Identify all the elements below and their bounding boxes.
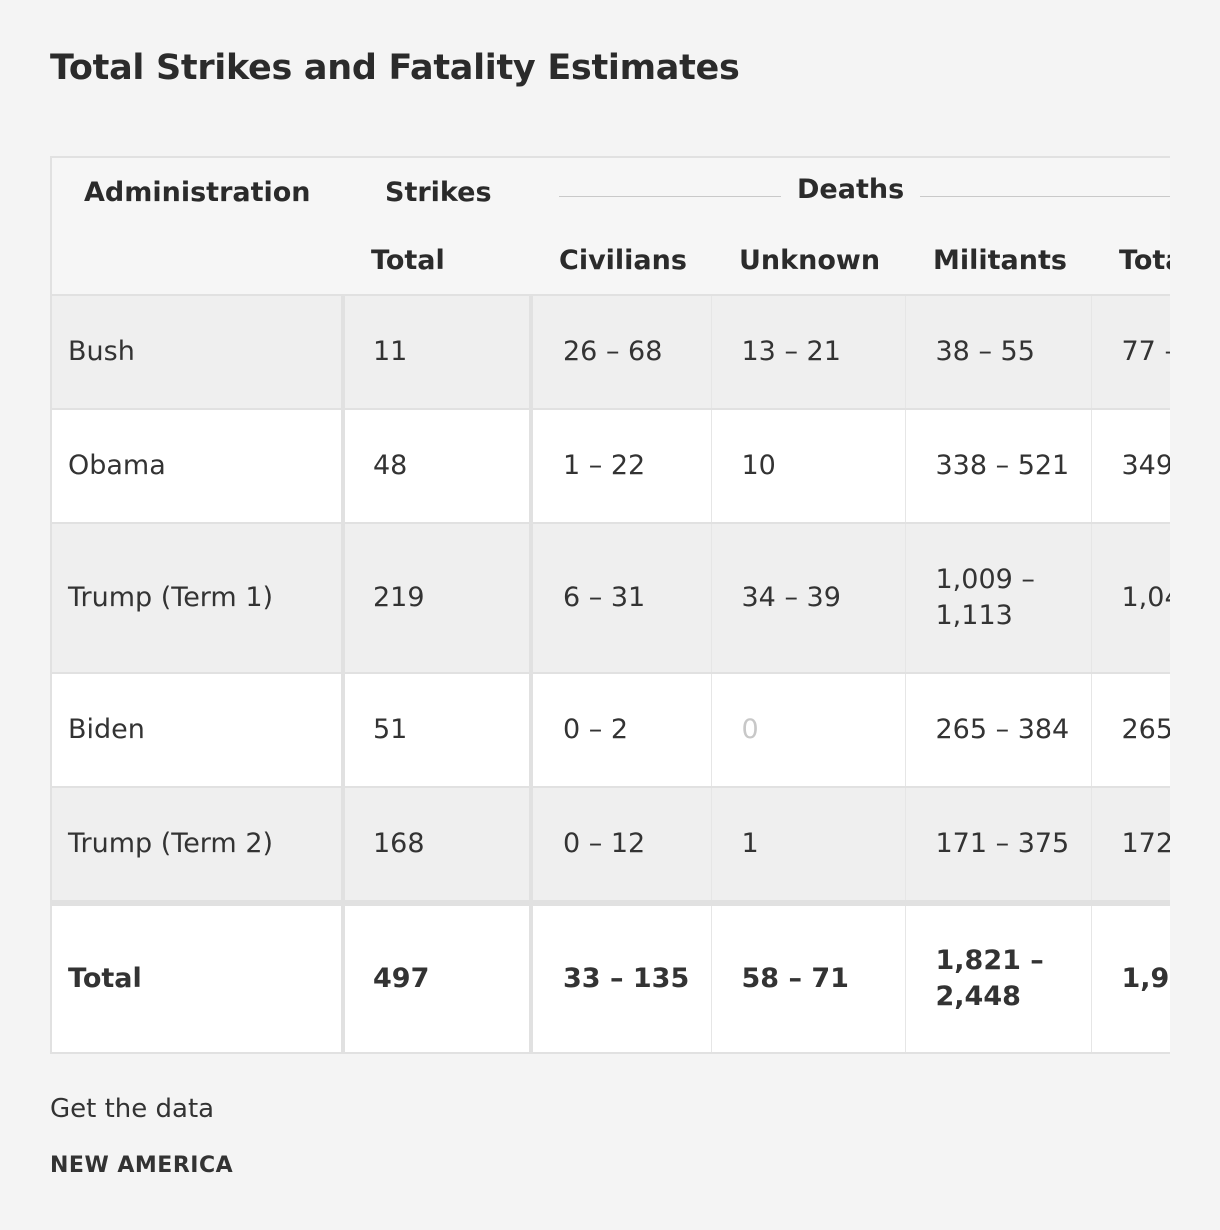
- cell-administration: Obama: [51, 409, 345, 524]
- cell-strikes: 48: [343, 409, 533, 524]
- cell-strikes: 11: [343, 295, 533, 410]
- header-civilians[interactable]: Civilians: [531, 226, 711, 296]
- cell-civilians: 0 – 12: [531, 787, 712, 904]
- cell-strikes: 51: [343, 673, 533, 788]
- header-strikes: Strikes: [343, 157, 531, 226]
- cell-unknown: 58 – 71: [711, 900, 906, 1054]
- cell-administration: Bush: [51, 295, 345, 410]
- cell-total: 172 388: [1091, 787, 1170, 904]
- table-row: Trump (Term 1) 219 6 – 31 34 – 39 1,009 …: [51, 523, 1170, 674]
- header-unknown[interactable]: Unknown: [711, 226, 905, 296]
- table-row: Biden 51 0 – 2 0 265 – 384 265 386: [51, 673, 1170, 788]
- header-deaths-group: Deaths: [531, 157, 1170, 226]
- cell-strikes: 219: [343, 523, 533, 674]
- cell-unknown: 13 – 21: [711, 295, 906, 410]
- cell-total: 265 386: [1091, 673, 1170, 788]
- cell-total: 1,91 – 2,65: [1091, 900, 1170, 1054]
- table-total-row: Total 497 33 – 135 58 – 71 1,821 – 2,448…: [51, 900, 1170, 1054]
- cell-total: 1,04 – 1,18: [1091, 523, 1170, 674]
- page-title: Total Strikes and Fatality Estimates: [50, 48, 740, 88]
- table-row: Obama 48 1 – 22 10 338 – 521 349 – 553: [51, 409, 1170, 524]
- cell-militants: 1,821 – 2,448: [905, 900, 1092, 1054]
- cell-strikes: 168: [343, 787, 533, 904]
- cell-administration: Trump (Term 1): [51, 523, 345, 674]
- table-row: Bush 11 26 – 68 13 – 21 38 – 55 77 – 144: [51, 295, 1170, 410]
- cell-unknown: 10: [711, 409, 906, 524]
- cell-unknown: 0: [711, 673, 906, 788]
- cell-strikes: 497: [343, 900, 533, 1054]
- header-deaths: Deaths: [781, 174, 921, 205]
- cell-militants: 171 – 375: [905, 787, 1092, 904]
- cell-total: 349 – 553: [1091, 409, 1170, 524]
- cell-militants: 265 – 384: [905, 673, 1092, 788]
- header-deaths-total[interactable]: Total: [1091, 226, 1170, 296]
- cell-total: 77 – 144: [1091, 295, 1170, 410]
- get-the-data-link[interactable]: Get the data: [50, 1094, 215, 1124]
- cell-civilians: 0 – 2: [531, 673, 712, 788]
- data-table-scroll[interactable]: Administration Strikes Deaths Total Civi…: [50, 156, 1170, 1056]
- cell-administration: Total: [51, 900, 345, 1054]
- cell-militants: 1,009 – 1,113: [905, 523, 1092, 674]
- cell-militants: 38 – 55: [905, 295, 1092, 410]
- cell-unknown: 1: [711, 787, 906, 904]
- cell-civilians: 26 – 68: [531, 295, 712, 410]
- header-strikes-total[interactable]: Total: [343, 226, 531, 296]
- cell-administration: Trump (Term 2): [51, 787, 345, 904]
- fatality-table: Administration Strikes Deaths Total Civi…: [50, 156, 1170, 1054]
- header-militants[interactable]: Militants: [905, 226, 1091, 296]
- cell-civilians: 1 – 22: [531, 409, 712, 524]
- cell-administration: Biden: [51, 673, 345, 788]
- cell-militants: 338 – 521: [905, 409, 1092, 524]
- table-row: Trump (Term 2) 168 0 – 12 1 171 – 375 17…: [51, 787, 1170, 904]
- brand-logo: NEW AMERICA: [50, 1153, 234, 1178]
- header-administration[interactable]: Administration: [51, 157, 343, 226]
- cell-civilians: 33 – 135: [531, 900, 712, 1054]
- cell-unknown: 34 – 39: [711, 523, 906, 674]
- cell-civilians: 6 – 31: [531, 523, 712, 674]
- header-empty: [51, 226, 343, 296]
